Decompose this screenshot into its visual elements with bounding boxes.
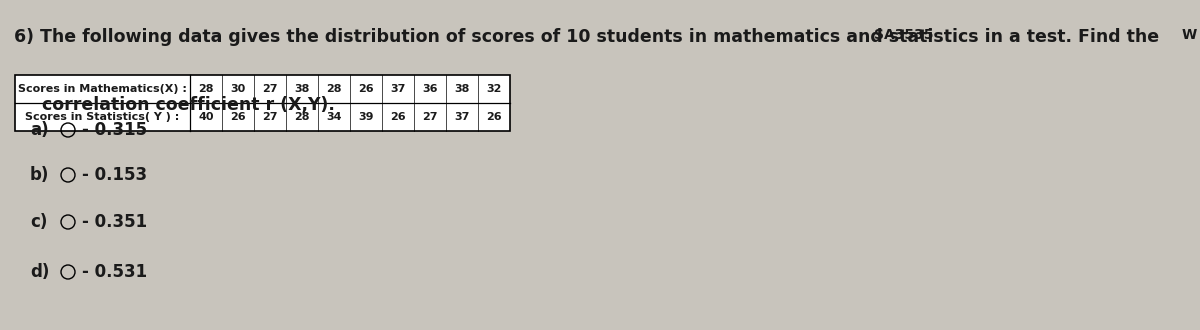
Text: 28: 28 bbox=[326, 84, 342, 94]
Text: 40: 40 bbox=[198, 112, 214, 122]
Text: 38: 38 bbox=[294, 84, 310, 94]
Text: 28: 28 bbox=[294, 112, 310, 122]
Text: 37: 37 bbox=[455, 112, 469, 122]
Text: b): b) bbox=[30, 166, 49, 184]
Text: c): c) bbox=[30, 213, 47, 231]
Text: 36: 36 bbox=[422, 84, 438, 94]
Text: 6) The following data gives the distribution of scores of 10 students in mathema: 6) The following data gives the distribu… bbox=[14, 28, 1159, 46]
Text: - 0.153: - 0.153 bbox=[82, 166, 148, 184]
Text: 37: 37 bbox=[390, 84, 406, 94]
Text: 38: 38 bbox=[455, 84, 469, 94]
Text: 26: 26 bbox=[486, 112, 502, 122]
Text: a): a) bbox=[30, 121, 49, 139]
Text: 28: 28 bbox=[198, 84, 214, 94]
Bar bbox=[14, 75, 510, 131]
Text: 26: 26 bbox=[230, 112, 246, 122]
Text: 30: 30 bbox=[230, 84, 246, 94]
Text: 32: 32 bbox=[486, 84, 502, 94]
Text: 26: 26 bbox=[358, 84, 374, 94]
Text: 27: 27 bbox=[263, 84, 277, 94]
Text: - 0.531: - 0.531 bbox=[82, 263, 148, 281]
Text: 27: 27 bbox=[263, 112, 277, 122]
Text: - 0.351: - 0.351 bbox=[82, 213, 148, 231]
Text: Scores in Mathematics(X) :: Scores in Mathematics(X) : bbox=[18, 84, 187, 94]
Text: Scores in Statistics( Y ) :: Scores in Statistics( Y ) : bbox=[25, 112, 180, 122]
Text: - 0.315: - 0.315 bbox=[82, 121, 148, 139]
Text: d): d) bbox=[30, 263, 49, 281]
Text: W: W bbox=[1182, 28, 1198, 42]
Text: 34: 34 bbox=[326, 112, 342, 122]
Text: 27: 27 bbox=[422, 112, 438, 122]
Text: 39: 39 bbox=[359, 112, 373, 122]
Text: 26: 26 bbox=[390, 112, 406, 122]
Text: correlation coefficient r (X,Y).: correlation coefficient r (X,Y). bbox=[42, 96, 335, 114]
Text: SA3535: SA3535 bbox=[874, 28, 934, 42]
